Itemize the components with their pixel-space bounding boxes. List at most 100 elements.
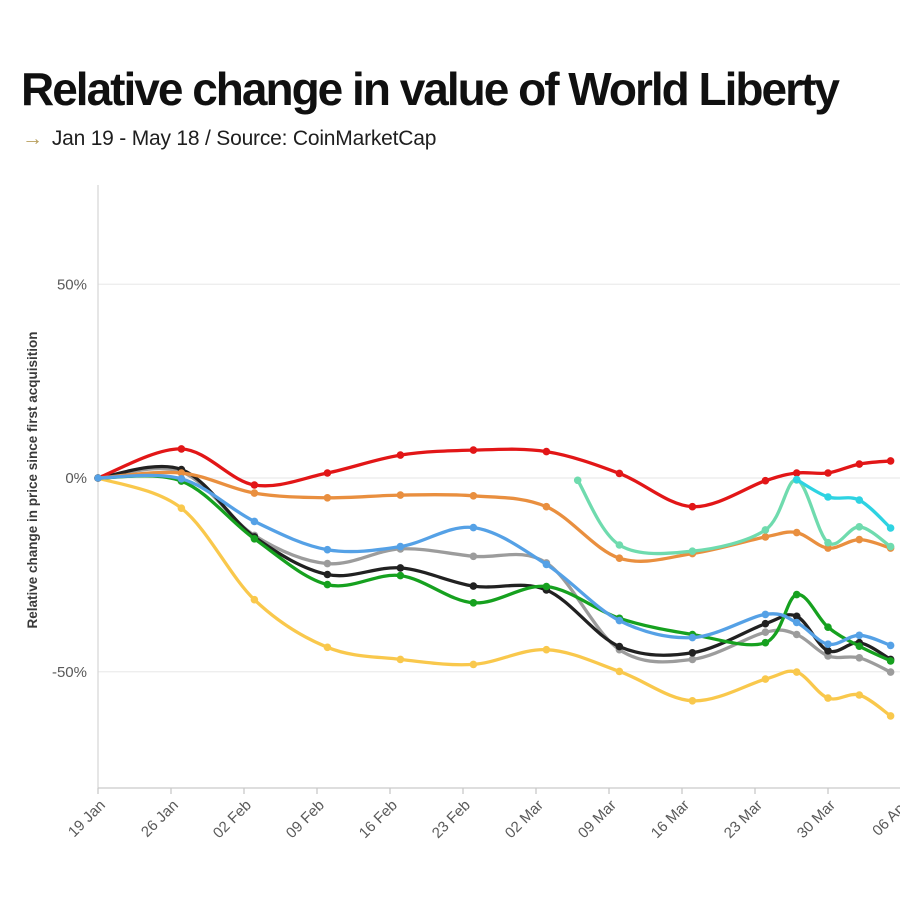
series-orange-point [855, 535, 864, 544]
series-gray-point [323, 559, 332, 568]
series-orange-point [824, 544, 832, 552]
series-black-point [761, 619, 770, 628]
series-orange-point [250, 489, 259, 497]
series-gold-point [886, 712, 895, 720]
series-gray-point [761, 628, 770, 636]
series-orange-point [396, 491, 405, 499]
x-tick-label: 06 Apr [869, 797, 900, 840]
series-mint-point [886, 542, 895, 551]
series-cyan-point [824, 493, 832, 501]
series-blue-point [177, 475, 186, 483]
series-red-point [177, 445, 186, 453]
series-red-point [688, 502, 697, 511]
series-cyan-line [795, 477, 893, 530]
series-orange-point [469, 492, 478, 500]
series-gold-point [177, 504, 186, 512]
x-tick-label: 23 Mar [721, 797, 766, 842]
series-green-point [886, 657, 895, 665]
series-mint-point [688, 547, 697, 555]
series-red-point [792, 469, 801, 477]
series-green-point [792, 590, 801, 599]
series-gold-point [855, 691, 864, 699]
series-gold-point [542, 645, 551, 654]
series-green-point [396, 571, 405, 580]
x-tick-label: 23 Feb [429, 797, 474, 842]
x-tick-label: 09 Mar [575, 797, 620, 842]
series-red-point [761, 476, 770, 485]
series-cyan-point [792, 475, 801, 484]
series-red-point [323, 469, 332, 477]
series-gold-line [96, 476, 893, 718]
x-tick-label: 09 Feb [283, 797, 328, 842]
series-mint-point [824, 538, 832, 547]
series-blue-point [542, 560, 551, 569]
series-cyan-point [886, 524, 895, 532]
x-tick-label: 26 Jan [138, 797, 182, 841]
arrow-right-icon: → [22, 127, 43, 150]
series-black-point [688, 649, 697, 657]
y-tick-label: -50% [52, 664, 87, 681]
series-gold-point [824, 694, 832, 702]
series-cyan-point [855, 496, 864, 504]
series-mint-point [855, 523, 864, 531]
series-gray-point [688, 655, 697, 664]
series-green-point [824, 623, 832, 631]
series-gold-point [469, 660, 478, 669]
series-mint-point [615, 541, 624, 549]
series-gold-point [396, 655, 405, 664]
series-red-point [250, 481, 259, 489]
series-red-point [615, 469, 624, 478]
series-gray-point [792, 630, 801, 639]
series-blue-point [761, 610, 770, 619]
x-tick-label: 02 Mar [502, 797, 547, 842]
series-green-point [250, 535, 259, 543]
series-orange-point [323, 494, 332, 502]
series-red-point [855, 460, 864, 468]
series-blue-point [792, 618, 801, 627]
chart-subtitle: → Jan 19 - May 18 / Source: CoinMarketCa… [22, 127, 436, 151]
series-blue-point [469, 523, 478, 532]
series-orange-point [542, 502, 551, 511]
series-mint-point [761, 526, 770, 534]
subtitle-text: Jan 19 - May 18 / Source: CoinMarketCap [51, 127, 437, 150]
series-gray-point [886, 668, 895, 676]
series-green-point [855, 642, 864, 650]
series-gray-point [855, 654, 864, 662]
x-tick-label: 02 Feb [210, 797, 255, 842]
series-black-point [469, 582, 478, 590]
y-tick-label: 50% [57, 276, 87, 293]
series-gold-point [250, 595, 259, 604]
series-black-point [396, 564, 405, 572]
series-red-point [542, 447, 551, 456]
series-blue-point [688, 633, 697, 642]
x-tick-label: 16 Mar [648, 797, 693, 842]
series-orange-point [177, 469, 186, 477]
series-gold-point [761, 675, 770, 683]
series-green-point [469, 599, 478, 607]
series-orange-point [792, 528, 801, 537]
series-blue-point [94, 474, 102, 482]
series-blue-point [886, 641, 895, 650]
x-tick-label: 30 Mar [794, 797, 839, 842]
series-mint-point [573, 476, 582, 485]
y-tick-label: 0% [65, 470, 87, 487]
x-tick-label: 16 Feb [356, 797, 401, 842]
page-title: Relative change in value of World Libert… [21, 63, 840, 115]
series-orange-point [615, 554, 624, 562]
series-blue-point [250, 517, 259, 526]
series-blue-point [615, 616, 624, 625]
series-mint-line [576, 478, 893, 556]
y-axis-title: Relative change in price since first acq… [25, 331, 40, 628]
series-red-point [824, 469, 832, 477]
series-red-point [396, 451, 405, 459]
series-blue-point [824, 640, 832, 648]
x-tick-label: 19 Jan [65, 797, 109, 841]
series-green-point [323, 580, 332, 589]
series-gray-point [469, 552, 478, 561]
series-black-point [615, 642, 624, 651]
series-gold-point [688, 697, 697, 705]
series-black-point [323, 570, 332, 579]
series-blue-point [855, 631, 864, 640]
series-green-point [761, 638, 770, 647]
